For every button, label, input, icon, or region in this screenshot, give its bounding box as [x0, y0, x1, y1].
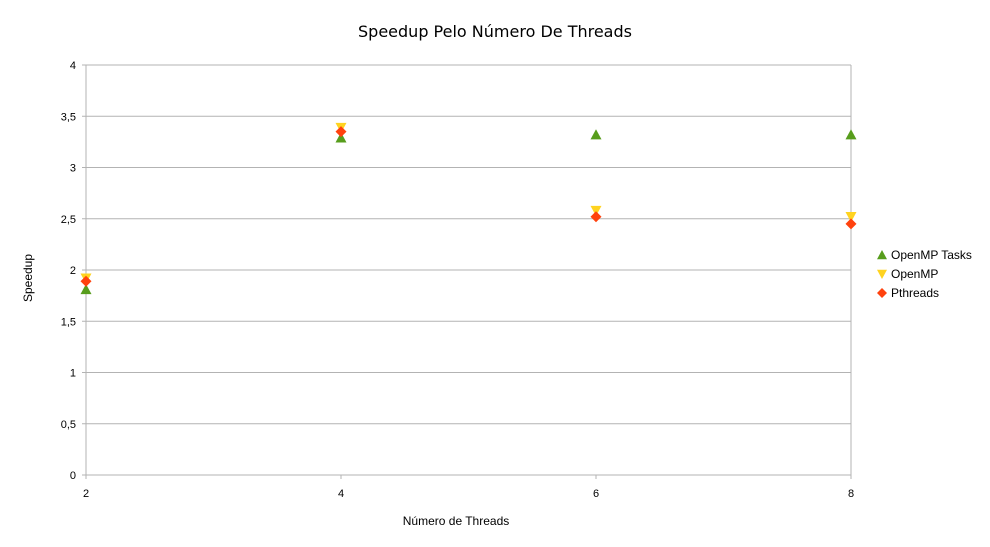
y-tick-label: 0 [70, 470, 76, 482]
data-point-openmp-tasks [80, 283, 92, 295]
data-point-pthreads [590, 211, 602, 223]
data-series [80, 122, 857, 295]
legend-marker [877, 269, 887, 279]
x-tick-label: 2 [83, 488, 89, 500]
x-axis-title: Número de Threads [403, 514, 510, 528]
legend: OpenMP Tasks OpenMP Pthreads [877, 248, 972, 300]
y-tick-label: 3,5 [61, 111, 76, 123]
y-tick-label: 2 [70, 265, 76, 277]
legend-label: Pthreads [891, 286, 939, 300]
data-point-pthreads [335, 126, 347, 138]
grid [86, 64, 851, 476]
data-point-openmp-tasks [590, 129, 602, 140]
data-point-openmp-tasks [335, 132, 347, 143]
legend-label: OpenMP [891, 267, 938, 281]
y-tick-label: 2,5 [61, 214, 76, 226]
legend-label: OpenMP Tasks [891, 248, 972, 262]
x-tick-label: 4 [338, 488, 344, 500]
y-tick-label: 1 [70, 368, 76, 380]
x-tick-label: 6 [593, 488, 599, 500]
y-tick-label: 4 [70, 60, 76, 72]
data-point-openmp [845, 212, 857, 223]
legend-marker [877, 288, 887, 298]
data-point-pthreads [80, 275, 92, 287]
axes: 0 0,5 1 1,5 2 2,5 3 3,5 4 2 4 6 8 [61, 60, 854, 500]
data-point-openmp-tasks [845, 129, 857, 140]
y-tick-label: 3 [70, 163, 76, 175]
data-point-pthreads [845, 218, 857, 230]
y-tick-label: 1,5 [61, 316, 76, 328]
data-point-openmp [590, 205, 602, 217]
x-tick-label: 8 [848, 488, 854, 500]
y-axis-title: Speedup [21, 254, 35, 302]
chart-title: Speedup Pelo Número De Threads [358, 22, 632, 41]
legend-marker [877, 250, 887, 260]
y-tick-label: 0,5 [61, 419, 76, 431]
